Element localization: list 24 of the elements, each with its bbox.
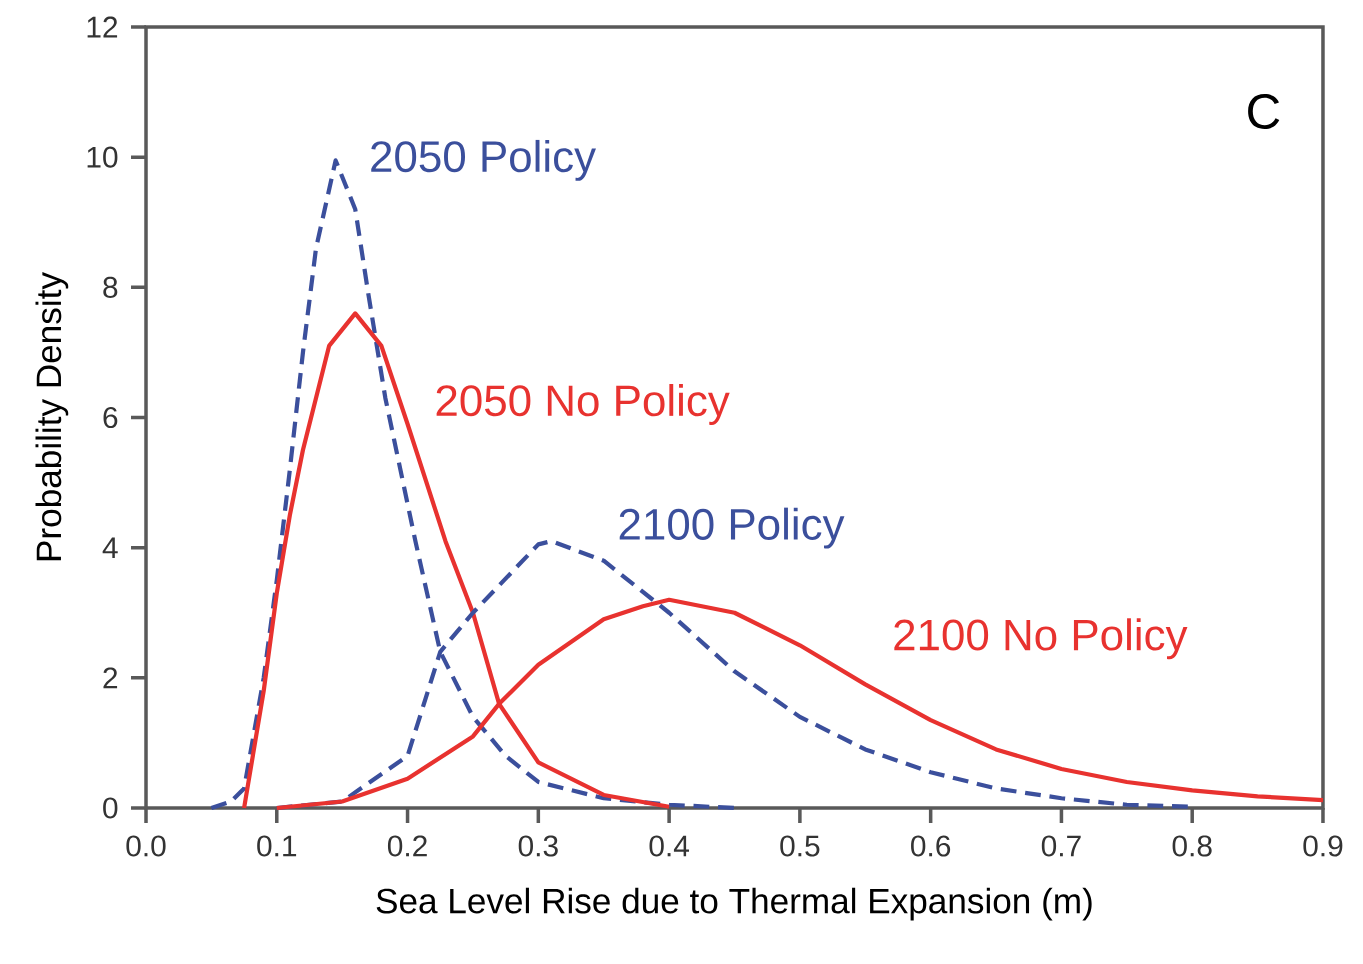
x-tick-label: 0.0 (126, 835, 166, 857)
x-tick-label: 0.5 (780, 835, 820, 857)
y-tick-label: 8 (103, 276, 118, 298)
y-tick-label: 12 (87, 16, 118, 38)
y-tick-label: 10 (87, 146, 118, 168)
series-label: 2100 Policy (619, 507, 845, 549)
x-axis-title: Sea Level Rise due to Thermal Expansion (m) (376, 887, 1092, 921)
x-tick-label: 0.4 (649, 835, 690, 857)
x-tick-label: 0.3 (518, 835, 558, 857)
y-axis-title: Probability Density (35, 272, 69, 561)
x-tick-label: 0.2 (387, 835, 427, 857)
x-tick-label: 0.6 (911, 835, 951, 857)
annotation: C (1248, 94, 1280, 129)
y-tick-label: 4 (102, 537, 118, 558)
y-tick-label: 0 (103, 797, 118, 819)
series-label: 2050 No Policy (436, 383, 730, 425)
y-tick-label: 2 (103, 667, 118, 689)
y-tick-label: 6 (103, 406, 118, 429)
x-tick-label: 0.9 (1303, 835, 1343, 857)
series-label: 2100 No Policy (894, 618, 1188, 660)
series-label: 2050 Policy (371, 139, 596, 181)
x-tick-label: 0.7 (1041, 835, 1081, 857)
x-tick-label: 0.1 (257, 835, 297, 857)
x-tick-label: 0.8 (1172, 835, 1212, 857)
